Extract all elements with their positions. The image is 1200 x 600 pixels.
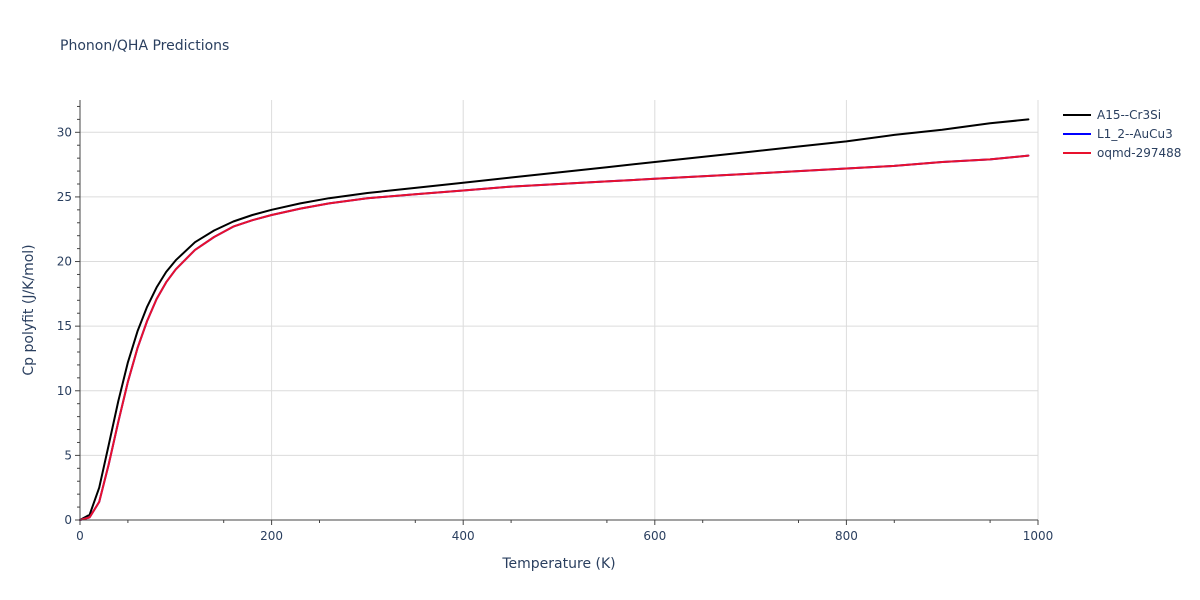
series-line-2	[79, 154, 1030, 521]
y-tick-label: 5	[64, 448, 72, 462]
x-tick-label: 1000	[1023, 529, 1054, 543]
y-tick-label: 30	[57, 125, 72, 139]
y-gridlines	[80, 131, 1038, 456]
x-tick-label: 800	[835, 529, 858, 543]
series-line-3	[79, 154, 1030, 521]
y-axis-ticks: 0 5 10 15 20 25 30	[57, 105, 80, 527]
y-tick-label: 25	[57, 190, 72, 204]
legend-label: L1_2--AuCu3	[1097, 127, 1173, 141]
legend-label: oqmd-297488	[1097, 146, 1181, 160]
x-tick-label: 400	[452, 529, 475, 543]
y-tick-label: 15	[57, 319, 72, 333]
y-axis-title: Cp polyfit (J/K/mol)	[21, 244, 37, 375]
legend-label: A15--Cr3Si	[1097, 108, 1161, 122]
chart-title: Phonon/QHA Predictions	[60, 38, 229, 54]
x-tick-label: 200	[260, 529, 283, 543]
y-tick-label: 10	[57, 384, 72, 398]
y-tick-label: 0	[64, 513, 72, 527]
y-tick-label: 20	[57, 255, 72, 269]
x-tick-label: 0	[76, 529, 84, 543]
series-lines	[79, 118, 1030, 521]
legend: A15--Cr3Si L1_2--AuCu3 oqmd-297488	[1063, 108, 1181, 160]
series-line-1	[79, 118, 1030, 521]
x-axis-ticks: 0 200 400 600 800 1000	[76, 520, 1053, 543]
x-axis-title: Temperature (K)	[501, 556, 615, 572]
x-gridlines	[271, 100, 1039, 520]
x-tick-label: 600	[643, 529, 666, 543]
